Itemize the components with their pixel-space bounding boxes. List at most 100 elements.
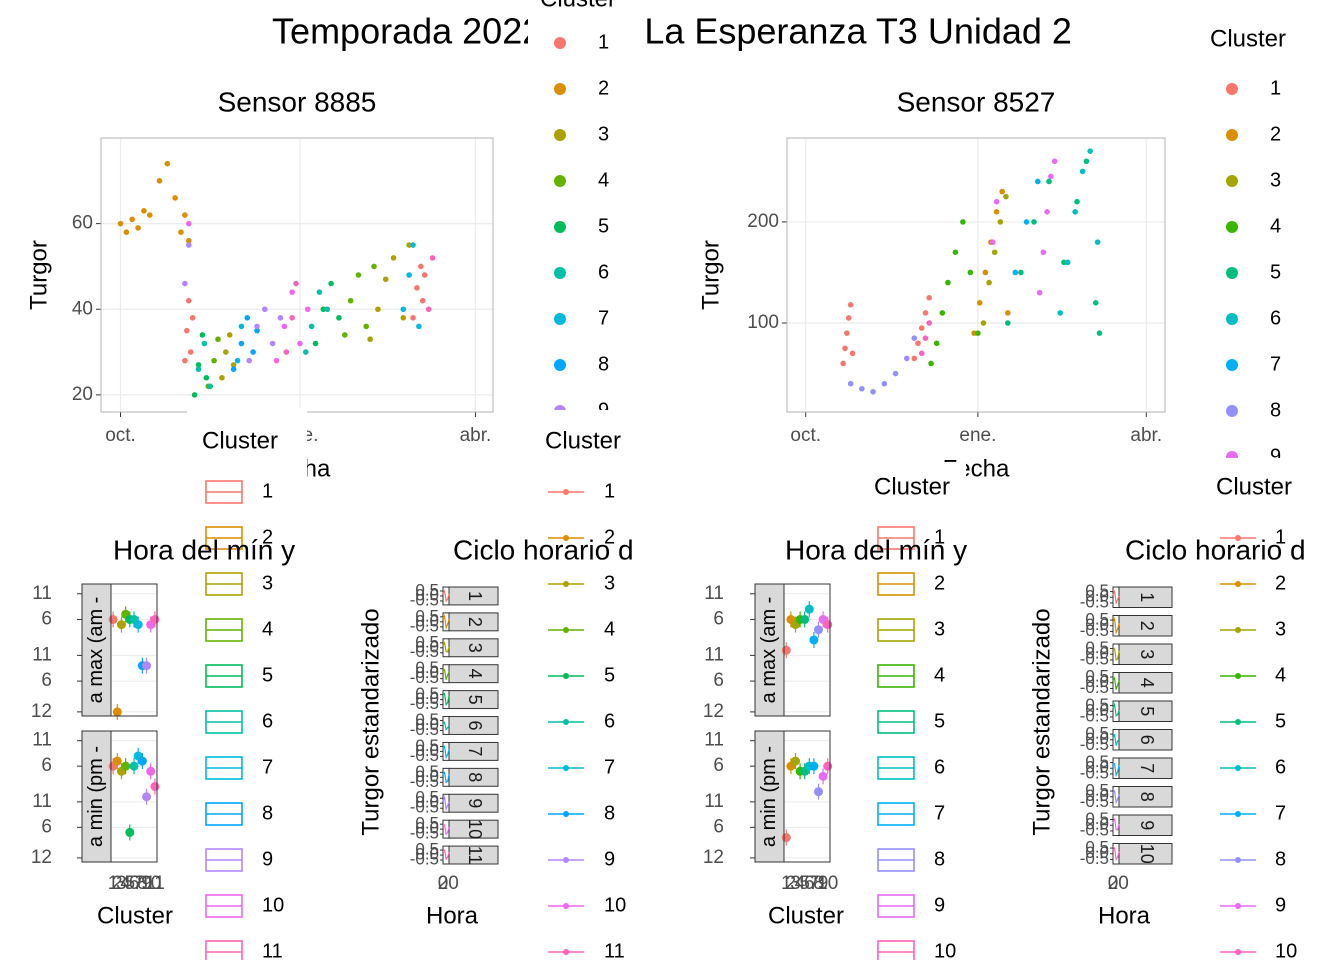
- plot-background: [787, 138, 1165, 412]
- legend-title: Cluster: [540, 0, 616, 12]
- legend-title: Cluster: [1216, 473, 1292, 500]
- legend-label: 5: [262, 664, 273, 686]
- box-median: [129, 761, 139, 771]
- y-tick-label: -0.5: [410, 746, 439, 765]
- y-tick-label: -0.5: [1080, 621, 1109, 640]
- data-point: [410, 315, 416, 321]
- data-point: [918, 325, 925, 331]
- y-tick-label: 0.0: [1085, 786, 1109, 805]
- y-tick-label: -0.5: [1080, 649, 1109, 668]
- panel-title: Ciclo horario d: [1125, 534, 1306, 565]
- y-tick-label: 0.5: [415, 658, 439, 677]
- data-point: [129, 216, 136, 223]
- data-point: [1048, 173, 1054, 180]
- legend-key: [554, 313, 566, 325]
- facet-strip-label: a min (pm -: [758, 746, 780, 847]
- data-point: [219, 374, 225, 381]
- data-line: [442, 824, 450, 836]
- legend-key-point: [563, 765, 569, 771]
- data-point: [429, 255, 436, 261]
- data-point: [230, 366, 237, 372]
- facet-strip-label: a max (am -: [85, 597, 107, 704]
- data-point: [976, 300, 983, 306]
- data-line: [1112, 702, 1120, 717]
- data-line: [442, 744, 450, 760]
- data-line: [442, 589, 450, 603]
- y-tick-label: 0.0: [415, 819, 439, 838]
- data-point: [182, 280, 188, 287]
- data-point: [1087, 148, 1093, 154]
- legend-label: 4: [604, 618, 615, 640]
- panel: -0.50.00.5 1-0.50.00.5 2-0.50.00.5 3-0.50.0…: [357, 580, 499, 929]
- legend-label: 7: [1275, 802, 1286, 824]
- data-point: [1074, 198, 1080, 205]
- data-point: [400, 306, 407, 313]
- data-point: [207, 383, 214, 390]
- y-tick-label: 11: [704, 791, 724, 812]
- y-axis-title: Turgor: [697, 240, 724, 310]
- y-tick-label: 0.0: [1085, 758, 1109, 777]
- legend-label: 2: [934, 572, 945, 594]
- data-line: [442, 849, 450, 861]
- legend-key: [554, 83, 566, 95]
- data-point: [993, 198, 1000, 205]
- legend-label: 2: [1275, 572, 1286, 594]
- data-point: [922, 335, 929, 341]
- box-median: [125, 827, 135, 837]
- box-median: [809, 761, 819, 771]
- facet-strip: [1118, 786, 1173, 808]
- legend-title: Cluster: [545, 427, 621, 454]
- facet-strip: [448, 690, 499, 710]
- data-point: [911, 355, 918, 362]
- legend-label: 11: [262, 940, 283, 960]
- legend-key: [1226, 313, 1238, 325]
- data-point: [371, 263, 377, 270]
- legend-label: 8: [1270, 399, 1281, 421]
- x-axis-title: Hora: [426, 902, 479, 929]
- facet-strip: [448, 664, 499, 684]
- data-point: [185, 297, 192, 304]
- x-tick-label: ene.: [959, 425, 996, 446]
- facet-strip: [1118, 672, 1173, 694]
- y-tick-label: 11: [32, 791, 52, 812]
- data-point: [915, 340, 921, 347]
- plot-background: [101, 138, 493, 412]
- data-point: [847, 302, 854, 308]
- x-tick-label: 1: [781, 873, 792, 894]
- box-median: [823, 620, 833, 630]
- facet-strip-label: 7: [465, 746, 485, 756]
- legend-label: 6: [1275, 756, 1286, 778]
- box-median: [809, 635, 819, 645]
- data-point: [283, 349, 290, 355]
- y-tick-label: 0.5: [415, 788, 439, 807]
- facet-strip-label: 8: [1137, 792, 1157, 802]
- data-point: [926, 320, 933, 326]
- data-point: [246, 357, 253, 364]
- data-point: [273, 357, 280, 364]
- y-tick-label: 11: [32, 730, 52, 751]
- data-point: [182, 212, 188, 218]
- facet-strip: [81, 583, 112, 717]
- data-line: [1112, 589, 1120, 606]
- box-median: [781, 645, 791, 655]
- legend-label: 1: [1275, 526, 1286, 548]
- data-point: [844, 330, 850, 336]
- legend-background: [187, 408, 307, 960]
- legend-label: 8: [604, 802, 615, 824]
- legend-label: 2: [262, 526, 273, 548]
- legend-label: 10: [934, 940, 956, 960]
- plot-background: [784, 731, 830, 862]
- panel-title: Ciclo horario d: [453, 534, 634, 565]
- legend-label: 7: [604, 756, 615, 778]
- y-tick-label: 0.5: [1085, 781, 1109, 800]
- legend-label: 7: [262, 756, 273, 778]
- data-point: [419, 297, 426, 304]
- x-tick-label: 20: [1108, 873, 1129, 894]
- data-point: [156, 178, 163, 184]
- y-tick-label: -0.5: [410, 694, 439, 713]
- legend-label: 2: [604, 526, 615, 548]
- data-point: [199, 332, 206, 338]
- legend-key-point: [563, 535, 569, 541]
